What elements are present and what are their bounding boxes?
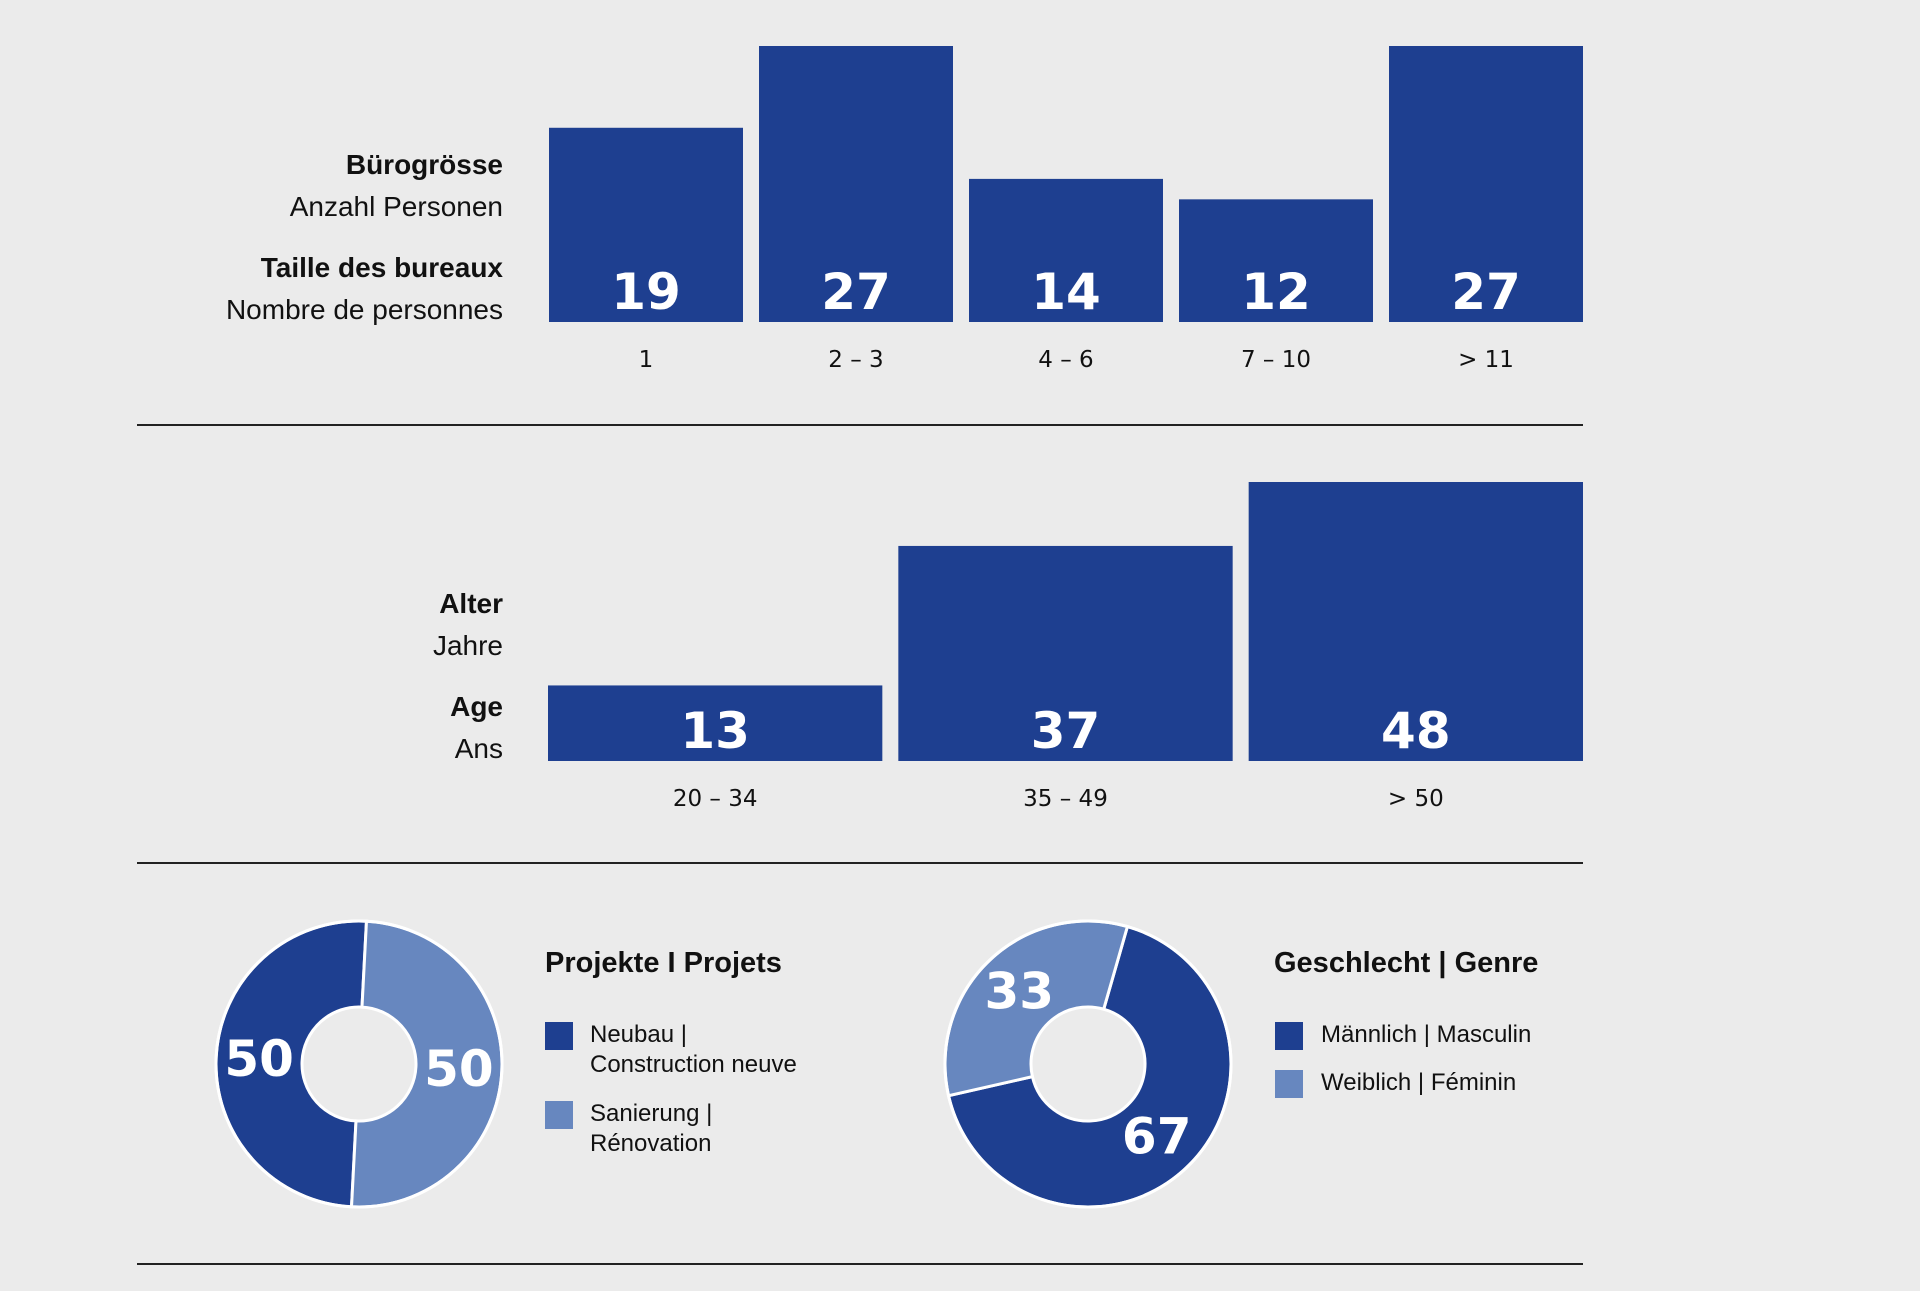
category-tick-label: 20 – 34 [673, 786, 758, 812]
donut-outline [943, 919, 1233, 1209]
bar-value-label: 13 [680, 702, 750, 760]
divider-1 [137, 424, 1583, 426]
category-tick-label: > 50 [1388, 786, 1444, 812]
legend-swatch-male [1275, 1022, 1303, 1050]
category-tick-label: > 11 [1458, 347, 1514, 373]
bar-value-label: 27 [821, 263, 891, 321]
bar-value-label: 37 [1031, 702, 1101, 760]
legend-item-neubau-line2: Construction neuve [590, 1051, 797, 1078]
age-chart: 13 20 – 34 37 35 – 49 48 > 50 [548, 482, 1583, 812]
donut-value-label: 50 [224, 1030, 294, 1088]
age-title-fr: Age [450, 691, 503, 722]
gender-legend-title: Geschlecht | Genre [1274, 947, 1539, 979]
office-size-subtitle-de: Anzahl Personen [289, 191, 503, 222]
office-size-title-de: Bürogrösse [345, 149, 503, 180]
bar-value-label: 14 [1031, 263, 1101, 321]
bar-age-1 [898, 545, 1233, 761]
category-tick-label: 35 – 49 [1023, 786, 1108, 812]
bar-office-0 [549, 127, 743, 323]
legend-swatch-neubau [545, 1022, 573, 1050]
legend-item-sanierung-line2: Rénovation [590, 1130, 712, 1157]
bar-value-label: 27 [1451, 263, 1521, 321]
age-subtitle-de: Jahre [432, 630, 503, 661]
projects-legend-title: Projekte I Projets [545, 947, 782, 979]
legend-item-male: Männlich | Masculin [1321, 1021, 1532, 1048]
donut-value-label: 33 [984, 962, 1054, 1020]
donut-outline [214, 919, 504, 1209]
legend-item-sanierung: Sanierung | Rénovation [590, 1099, 712, 1159]
bar-office-3 [1179, 199, 1373, 322]
legend-swatch-female [1275, 1070, 1303, 1098]
category-tick-label: 2 – 3 [828, 347, 883, 373]
legend-item-female: Weiblich | Féminin [1321, 1069, 1517, 1096]
bar-office-1 [759, 46, 953, 322]
office-size-subtitle-fr: Nombre de personnes [225, 294, 503, 325]
legend-item-neubau-line1: Neubau | [590, 1021, 687, 1048]
bar-value-label: 12 [1241, 263, 1311, 321]
divider-2 [137, 862, 1583, 864]
legend-swatch-sanierung [545, 1101, 573, 1129]
office-size-title-fr: Taille des bureaux [260, 252, 503, 283]
bar-value-label: 48 [1381, 702, 1451, 760]
bar-age-2 [1248, 482, 1583, 761]
category-tick-label: 7 – 10 [1241, 347, 1311, 373]
legend-item-neubau: Neubau | Construction neuve [590, 1020, 797, 1080]
category-tick-label: 1 [639, 347, 654, 373]
legend-item-sanierung-line1: Sanierung | [590, 1100, 713, 1127]
age-subtitle-fr: Ans [454, 733, 503, 764]
bar-office-2 [969, 178, 1163, 322]
age-title-de: Alter [439, 588, 503, 619]
office-size-chart: 19 1 27 2 – 3 14 4 – 6 12 7 – 10 27 > 11 [549, 46, 1583, 373]
donut-value-label: 50 [424, 1040, 494, 1098]
bar-value-label: 19 [611, 263, 681, 321]
category-tick-label: 4 – 6 [1038, 347, 1093, 373]
divider-3 [137, 1263, 1583, 1265]
bar-office-4 [1389, 46, 1583, 322]
donut-value-label: 67 [1122, 1108, 1192, 1166]
bar-age-0 [548, 685, 883, 761]
